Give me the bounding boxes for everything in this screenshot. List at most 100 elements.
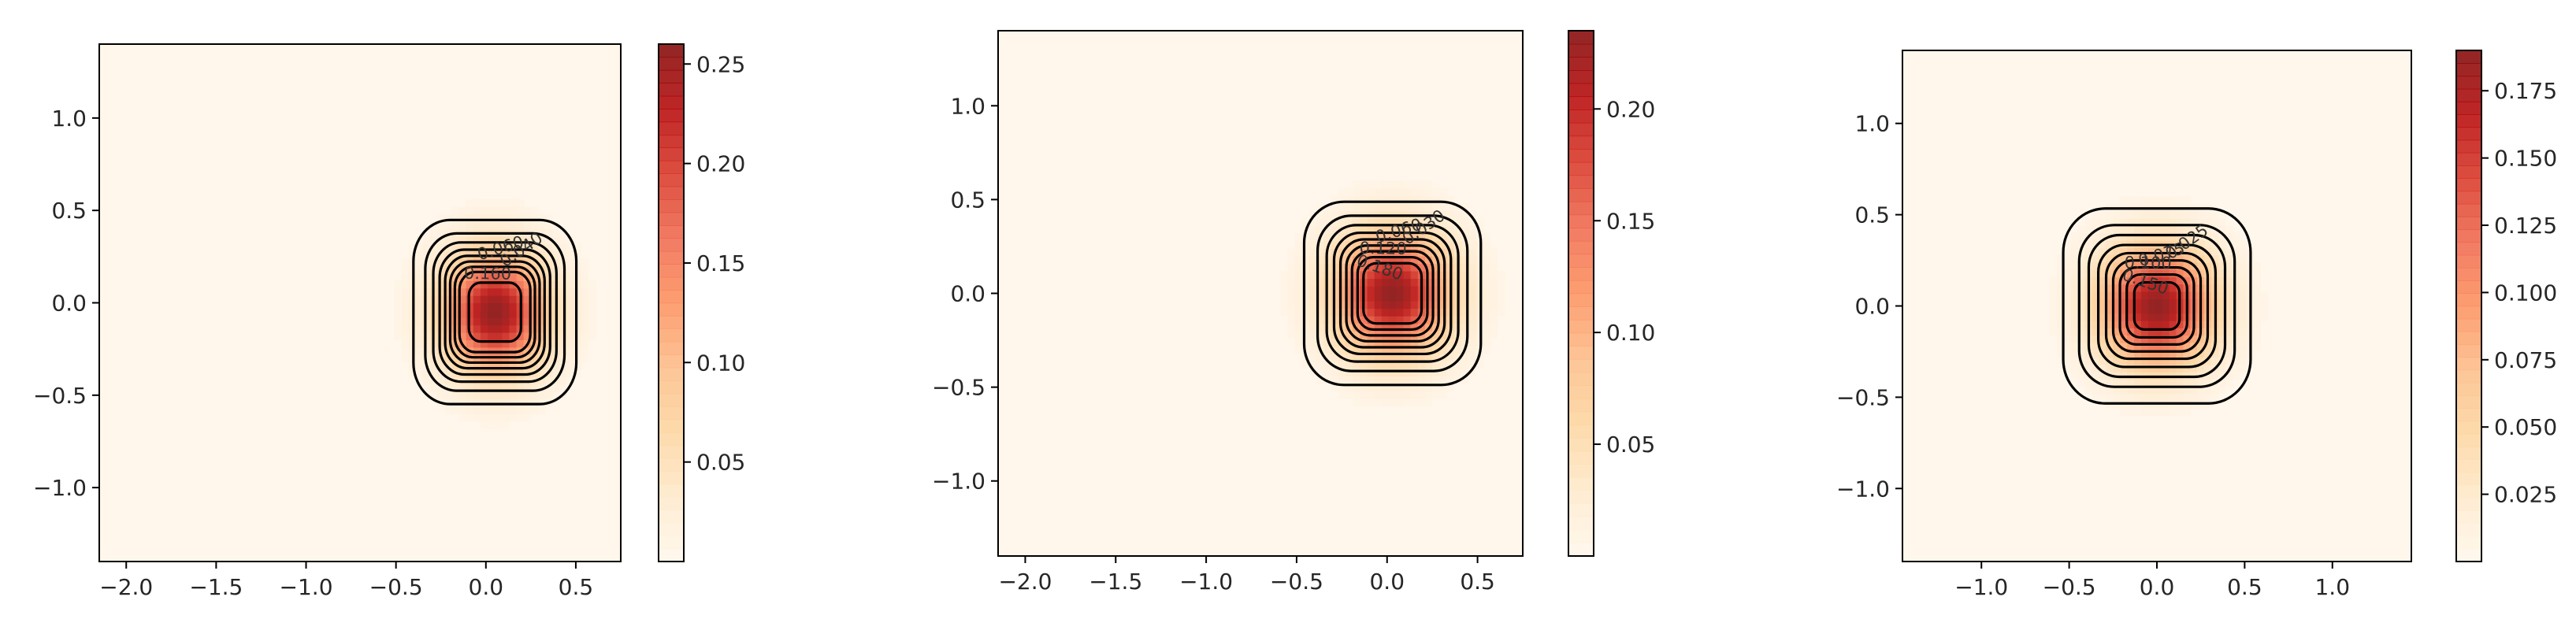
heatmap-cell [2155,408,2163,417]
heatmap-cell [1424,263,1433,272]
heatmap-cell [1381,361,1390,369]
heatmap-cell [415,243,424,252]
heatmap-cell [2063,240,2072,248]
heatmap-cell [415,339,424,348]
heatmap-cell [1410,383,1419,391]
heatmap-cell [495,206,503,215]
heatmap-cell [394,280,403,289]
heatmap-cell [1301,285,1310,295]
heatmap-cell [1353,180,1360,189]
heatmap-cell [2197,240,2205,248]
heatmap-cell [1490,248,1498,257]
heatmap-cell [2253,321,2262,328]
heatmap-cell [2190,254,2198,263]
heatmap-cell [537,384,546,392]
heatmap-cell [2113,306,2121,314]
heatmap-cell [502,406,510,414]
heatmap-cell [2232,335,2240,343]
heatmap-cell [2162,254,2170,263]
heatmap-cell [1374,225,1383,234]
heatmap-cell [516,206,525,215]
colorbar-segment [659,57,684,71]
heatmap-cell [2063,306,2072,314]
colorbar-tick-label: 0.150 [2494,146,2557,172]
heatmap-cell [1389,361,1397,369]
heatmap-cell [2183,342,2191,350]
heatmap-cell [2127,386,2135,395]
heatmap-cell [2099,261,2106,270]
heatmap-cell [422,324,431,333]
heatmap-cell [415,295,424,304]
heatmap-cell [2120,357,2128,365]
heatmap-cell [1490,285,1498,295]
heatmap-cell [2099,379,2106,387]
heatmap-cell [1468,316,1476,324]
heatmap-cell [588,317,596,326]
heatmap-cell [1424,285,1433,295]
heatmap-cell [1353,368,1360,376]
heatmap-cell [1345,383,1353,391]
heatmap-cell [1345,195,1353,204]
heatmap-cell [2092,357,2100,365]
colorbar-segment [2456,280,2481,294]
heatmap-cell [537,228,546,237]
heatmap-cell [2197,401,2205,409]
heatmap-cell [552,250,560,259]
heatmap-cell [1396,353,1405,361]
heatmap-cell [2253,276,2262,285]
heatmap-cell [1410,346,1419,354]
heatmap-cell [2183,393,2191,402]
heatmap-cell [2099,357,2106,365]
heatmap-cell [523,206,532,215]
heatmap-cell [2239,350,2248,358]
contour-level [1332,231,1453,356]
heatmap-cell [1468,346,1476,354]
heatmap-cell [509,324,518,333]
heatmap-cell [1396,368,1405,376]
heatmap-cell [1475,308,1484,317]
heatmap-cell [2057,276,2065,285]
heatmap-cell [394,332,403,341]
heatmap-cell [509,272,518,281]
heatmap-cell [1374,391,1383,399]
heatmap-cell [1410,285,1419,295]
y-tick-label: 1.0 [1854,111,1890,137]
y-tick-label: 0.0 [950,281,985,307]
heatmap-cell [2155,357,2163,365]
heatmap-cell [1475,301,1484,310]
heatmap-cell [1432,255,1440,264]
colorbar-segment [2456,395,2481,409]
heatmap-cell [1294,278,1303,287]
heatmap-cell [523,317,532,326]
heatmap-cell [480,272,488,281]
heatmap-cell [581,295,589,304]
heatmap-cell [451,406,460,414]
heatmap-cell [458,332,467,341]
heatmap-cell [1461,210,1469,219]
heatmap-cell [2134,269,2142,278]
heatmap-cell [2197,393,2205,402]
heatmap-cell [1417,263,1426,272]
heatmap-cell [2232,269,2240,278]
heatmap-cell [1294,233,1303,242]
heatmap-cell [2176,386,2184,395]
heatmap-cell [1367,376,1375,384]
heatmap-cell [437,339,445,348]
heatmap-cell [2077,298,2086,307]
heatmap-cell [559,384,568,392]
heatmap-cell [1345,293,1353,302]
heatmap-cell [1309,240,1317,249]
heatmap-cell [1424,376,1433,384]
heatmap-cell [545,384,553,392]
heatmap-cell [1316,338,1324,347]
heatmap-cell [2155,371,2163,380]
heatmap-cell [1287,293,1296,302]
heatmap-cell [2127,232,2135,241]
heatmap-cell [1396,195,1405,204]
heatmap-cell [2106,321,2114,328]
heatmap-cell [2183,328,2191,336]
heatmap-cell [1287,270,1296,280]
heatmap-cell [1353,331,1360,339]
heatmap-cell [1316,331,1324,339]
